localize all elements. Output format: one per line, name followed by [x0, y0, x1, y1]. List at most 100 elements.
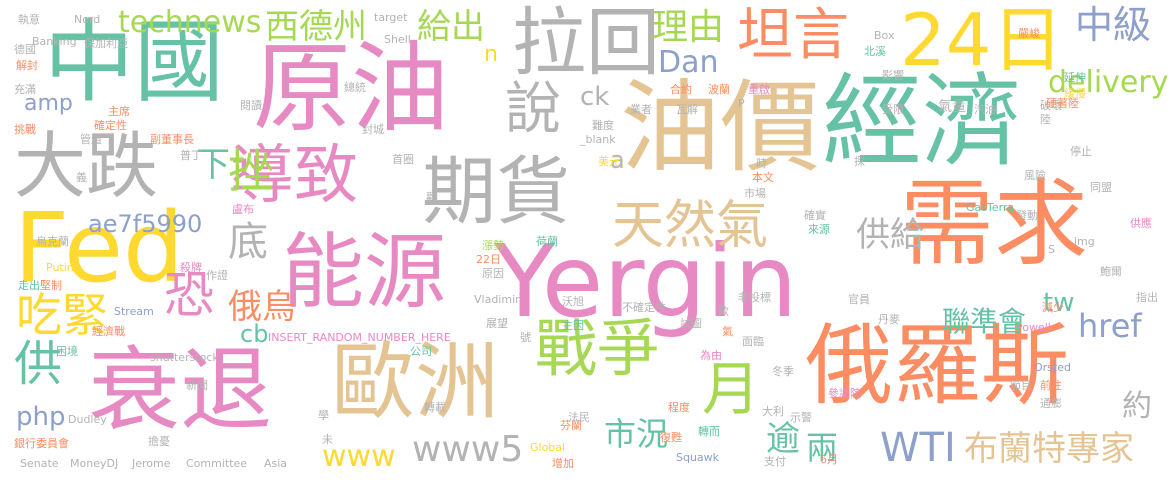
word-indeed: 確實 — [804, 209, 826, 222]
word-source: 來源 — [808, 223, 830, 236]
word-orsted-cn: 沃旭 — [562, 295, 584, 308]
word-launch: 發動 — [1016, 209, 1038, 222]
word-n: n — [484, 42, 498, 67]
word-try: 試圖 — [680, 317, 702, 330]
word-full: 充滿 — [14, 83, 36, 96]
word-recovery: 復甦 — [660, 431, 682, 444]
word-number: 號 — [520, 331, 531, 344]
word-fr-citizen: 法民 — [568, 411, 590, 424]
word-exceed: 逾 — [766, 419, 800, 459]
word-gasterra: GasTerra — [966, 201, 1015, 214]
word-tight: 吃緊 — [16, 288, 108, 342]
word-russia: 俄羅斯 — [805, 314, 1070, 417]
word-inflation: 通膨 — [1040, 397, 1062, 410]
word-extend: 延伸 — [1064, 71, 1086, 84]
word-down: 下 — [196, 145, 230, 185]
word-tw: tw — [1043, 288, 1075, 318]
word-supply2: 供應 — [1130, 217, 1152, 230]
word-two: 兩 — [806, 429, 839, 467]
word-energy: 能源 — [282, 225, 447, 320]
word-yergin: Yergin — [494, 223, 798, 340]
word-about: 約 — [1122, 389, 1152, 424]
word-italy: 義 — [76, 171, 87, 184]
word-php: php — [16, 402, 66, 432]
word-fed: Fed — [14, 192, 184, 304]
word-exit: 走出 — [18, 279, 40, 292]
word-europe-short: 歐 — [718, 305, 729, 318]
word-war: 戰爭 — [535, 312, 660, 385]
word-dan: Dan — [658, 45, 719, 80]
word-href: href — [1078, 307, 1142, 345]
word-admit: 坦言 — [737, 3, 849, 68]
word-give: 給出 — [417, 7, 485, 47]
word-s: S — [1048, 243, 1055, 256]
word-welcome: 歡 — [426, 191, 437, 204]
word-non-tender: 非投標 — [738, 291, 771, 304]
word-increase: 增加 — [552, 457, 574, 470]
word-amp: amp — [24, 91, 73, 116]
word-time: 時 — [756, 157, 767, 170]
word-senate: Senate — [20, 457, 59, 470]
word-chairman: 主席 — [108, 105, 130, 118]
word-not-yet: 未 — [322, 433, 333, 446]
word-face: 面臨 — [742, 335, 764, 348]
word-www5: www5 — [412, 429, 524, 470]
word-news: 新聞 — [186, 379, 208, 392]
word-target: target — [374, 11, 408, 24]
word-recession: 衰退 — [88, 337, 273, 444]
word-europe: 歐洲 — [331, 333, 500, 431]
word-reason2: 原因 — [482, 267, 504, 280]
word-img: img — [1074, 235, 1095, 248]
word-24th: 24日 — [900, 0, 1064, 82]
word-uncertainty: 不確定性 — [622, 301, 666, 314]
word-difficulty: 難度 — [592, 119, 614, 132]
word-plunge: 大跌 — [14, 124, 159, 208]
word-rally: 漲勢 — [482, 239, 504, 252]
word-risk: 風險 — [1024, 169, 1046, 182]
word-main-cause: 主因 — [562, 319, 584, 332]
word-delivery: delivery — [1048, 65, 1169, 100]
word-hard-landing: 硬著陸 — [1046, 97, 1079, 110]
word-market-cn: 市場 — [744, 187, 766, 200]
word-bottom: 底 — [228, 219, 268, 265]
word-netherlands: 荷蘭 — [536, 235, 558, 248]
word-degree: 程度 — [668, 401, 690, 414]
word-alliance: 同盟 — [1090, 181, 1112, 194]
word-gas: 氣 — [722, 325, 733, 338]
word-point-out: 指出 — [1136, 291, 1158, 304]
word-west-texas: 西德州 — [265, 7, 367, 47]
word-pullback: 拉回 — [512, 0, 660, 86]
word-company: 公司 — [410, 345, 432, 358]
word-orsted: Orsted — [1034, 361, 1071, 374]
word-dilemma: 困境 — [56, 345, 78, 358]
word-worry: 擔憂 — [148, 435, 170, 448]
word-shell: Shell — [384, 33, 411, 46]
word-first-circle: 首圈 — [392, 153, 414, 166]
word-vladimir: Vladimir — [474, 293, 520, 306]
word-bulgaria: 保加利亞 — [84, 37, 128, 50]
word-finland: 芬蘭 — [560, 419, 582, 432]
word-china: 中國 — [44, 10, 224, 115]
word-winter: 冬季 — [772, 365, 794, 378]
word-fear: 恐 — [164, 266, 214, 324]
word-denmark: 丹麥 — [878, 313, 900, 326]
word-insist: 執意 — [18, 13, 40, 26]
word-supply: 供給 — [856, 215, 924, 255]
word-ruble: 盧布 — [232, 203, 254, 216]
word-putin: Putin — [46, 261, 74, 274]
word-crude-oil: 原油 — [253, 32, 450, 146]
word-powell-cn: 鮑爾 — [1100, 265, 1122, 278]
word-read: 閱讀 — [240, 99, 262, 112]
word-jerome: Jerome — [132, 457, 171, 470]
word-head-to: 前往 — [1040, 379, 1062, 392]
word-june: 6月 — [820, 453, 838, 466]
word-unlock: 解封 — [16, 59, 38, 72]
word-wti: WTI — [880, 425, 956, 471]
word-operators: 業者 — [630, 103, 652, 116]
word-natural-gas: 天然氣 — [612, 196, 769, 256]
word-gas-volume: 氣量 — [938, 99, 966, 115]
word-vice-chair: 副董事長 — [150, 133, 194, 146]
word-economy: 經濟 — [822, 63, 1022, 180]
word-severe: 嚴峻 — [1018, 27, 1040, 40]
